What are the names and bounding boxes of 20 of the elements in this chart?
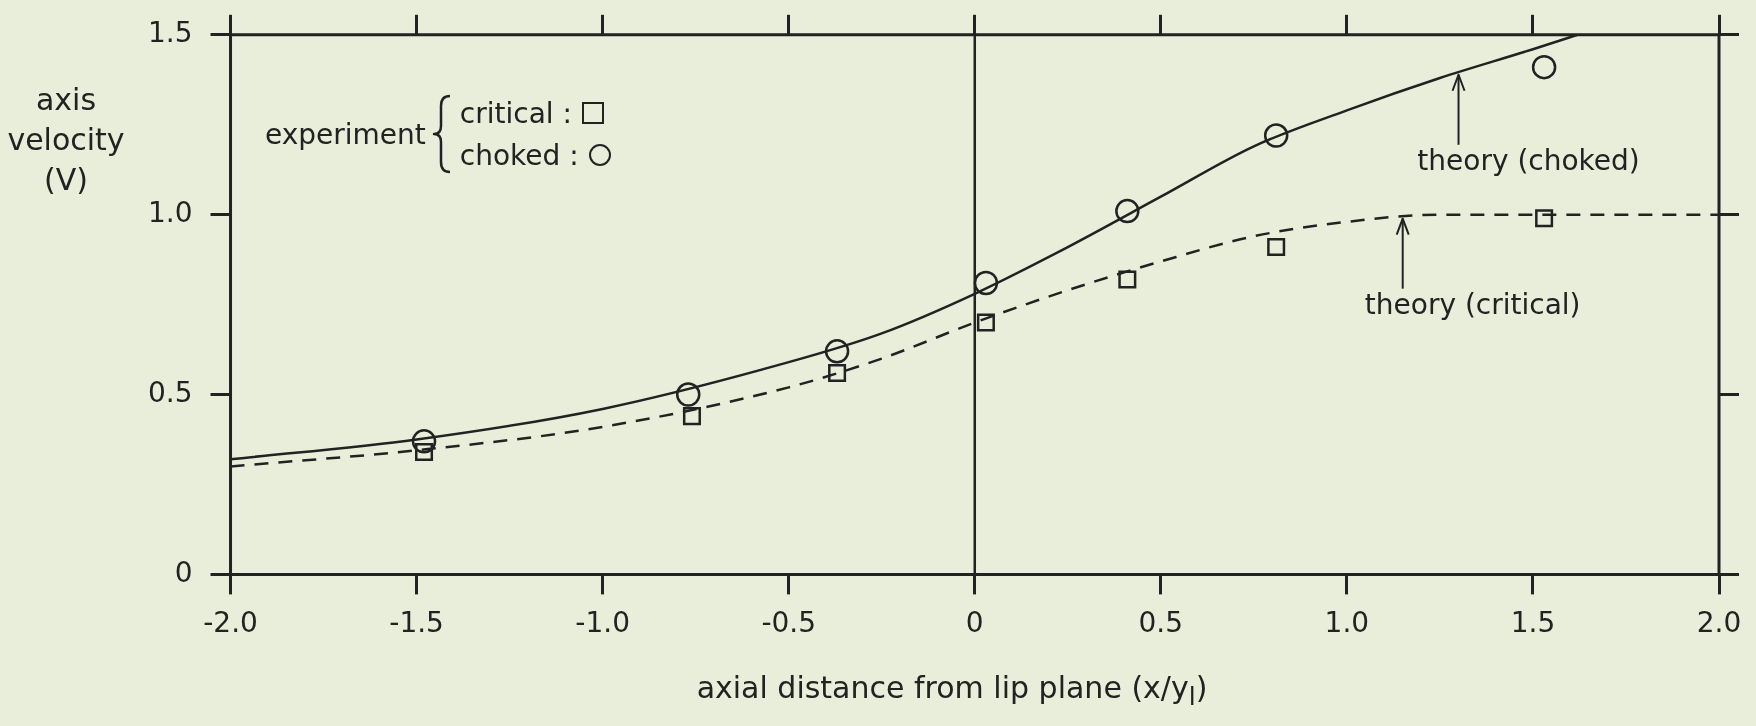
legend-label: choked :: [459, 138, 579, 172]
legend-title: experiment: [265, 117, 426, 151]
annotation: theory (choked): [1417, 144, 1640, 178]
x-tick-label: 0.5: [1138, 606, 1184, 640]
annotation: theory (critical): [1364, 287, 1581, 321]
x-tick-label: 2.0: [1696, 606, 1742, 640]
x-tick-label: 0: [965, 606, 984, 640]
legend-label: critical :: [459, 96, 572, 130]
x-tick-label: 1.0: [1324, 606, 1370, 640]
y-tick-label: 1.5: [148, 16, 193, 50]
x-tick-label: -1.5: [389, 606, 444, 640]
x-tick-label: 1.5: [1510, 606, 1556, 640]
y-tick-label: 0: [174, 555, 193, 589]
y-tick-label: 1.0: [148, 195, 193, 229]
x-tick-label: -0.5: [761, 606, 817, 640]
y-tick-label: 0.5: [148, 375, 193, 409]
x-axis-title: axial distance from lip plane (x/y$_{l}$): [695, 670, 1209, 711]
x-tick-label: -2.0: [203, 606, 258, 640]
y-axis-title: axis velocity (V): [6, 81, 126, 199]
x-tick-label: -1.0: [575, 606, 630, 640]
